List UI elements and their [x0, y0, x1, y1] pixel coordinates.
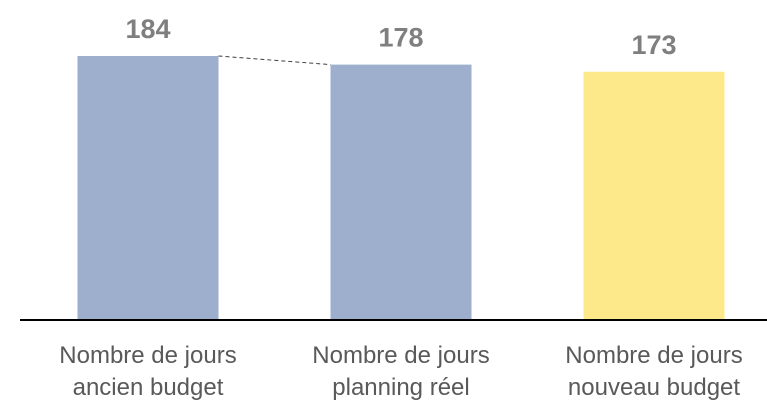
- value-label: 178: [378, 23, 423, 53]
- x-tick-label: Nombre de jours planning réel: [312, 342, 490, 401]
- connector: [218, 55, 331, 66]
- x-tick-label: Nombre de jours nouveau budget: [565, 342, 743, 401]
- x-tick-label: Nombre de jours ancien budget: [59, 342, 237, 401]
- value-label: 173: [631, 30, 676, 60]
- bar: [77, 56, 219, 320]
- value-label: 184: [125, 14, 170, 44]
- bar: [583, 71, 725, 320]
- bar: [330, 64, 472, 320]
